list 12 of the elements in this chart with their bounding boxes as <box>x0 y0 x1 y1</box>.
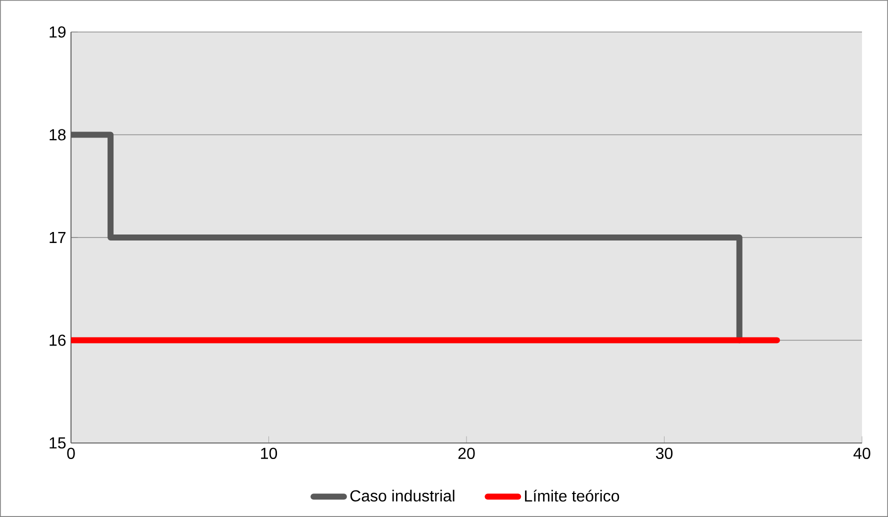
x-tick-label: 40 <box>853 448 870 460</box>
y-tick-label: 19 <box>50 26 66 38</box>
y-tick-label: 15 <box>50 437 66 449</box>
x-tick-label: 0 <box>67 448 75 460</box>
y-tick-label: 17 <box>50 232 66 243</box>
x-tick-label: 30 <box>656 448 673 460</box>
legend-label: Caso industrial <box>350 490 454 502</box>
legend-label: Límite teórico <box>525 490 620 502</box>
x-tick-label: 20 <box>458 448 475 460</box>
x-tick-label: 10 <box>261 448 278 460</box>
y-tick-label: 18 <box>50 129 66 140</box>
y-tick-label: 16 <box>50 334 66 346</box>
